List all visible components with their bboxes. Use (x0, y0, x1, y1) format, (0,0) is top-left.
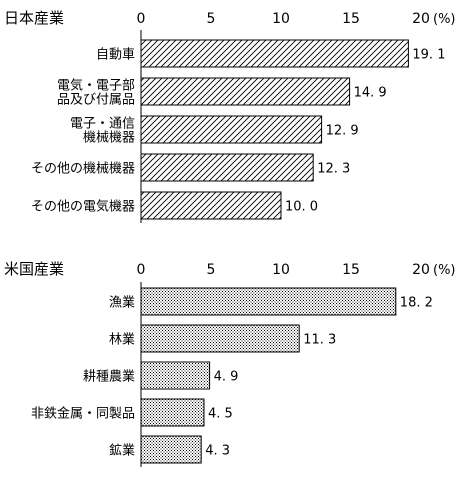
japan-tick-label-5: 5 (207, 11, 216, 27)
us-tick-label-5: 5 (207, 262, 216, 278)
japan-value-label-2: 14. 9 (354, 86, 387, 101)
us-category-label-1: 漁業 (109, 295, 135, 311)
us-bar-5 (140, 435, 202, 464)
japan-chart-title: 日本産業 (4, 9, 64, 27)
japan-bar-5 (140, 191, 282, 220)
us-unit-label: (%) (433, 263, 456, 278)
japan-tick-label-0: 0 (137, 11, 146, 27)
japan-bar-4 (140, 153, 314, 182)
us-bar-1 (140, 287, 397, 316)
japan-category-label-2-line-1: 電気・電子部 (57, 78, 135, 94)
japan-category-label-2-line-2: 品及び付属品 (57, 93, 135, 108)
us-value-label-5: 4. 3 (205, 444, 230, 459)
japan-unit-label: (%) (433, 12, 456, 27)
japan-category-label-5: その他の電気機器 (31, 199, 135, 215)
us-category-label-5: 鉱業 (109, 443, 135, 459)
japan-category-label-3-line-2: 機械機器 (83, 131, 135, 146)
japan-tick-label-20: 20 (412, 11, 430, 27)
japan-value-label-4: 12. 3 (317, 162, 350, 177)
japan-bar-2 (140, 77, 351, 106)
japan-category-label-1: 自動車 (96, 48, 135, 63)
japan-value-label-3: 12. 9 (326, 124, 359, 139)
japan-category-label-3-line-1: 電子・通信 (70, 117, 135, 132)
us-tick-label-20: 20 (412, 262, 430, 278)
us-value-label-1: 18. 2 (400, 296, 433, 311)
us-tick-label-0: 0 (137, 262, 146, 278)
us-bar-4 (140, 398, 205, 427)
us-bar-2 (140, 324, 300, 353)
us-chart-title: 米国産業 (4, 260, 64, 278)
us-category-label-3: 耕種農業 (83, 369, 135, 385)
japan-value-label-1: 19. 1 (412, 48, 445, 63)
us-tick-label-15: 15 (342, 262, 360, 278)
us-value-label-2: 11. 3 (303, 333, 336, 348)
us-bar-3 (140, 361, 211, 390)
japan-value-label-5: 10. 0 (285, 200, 318, 215)
us-category-label-4: 非鉄金属・同製品 (31, 406, 135, 422)
us-tick-label-10: 10 (272, 262, 290, 278)
japan-bar-3 (140, 115, 323, 144)
us-value-label-4: 4. 5 (208, 407, 233, 422)
japan-bar-1 (140, 39, 409, 68)
us-category-label-2: 林業 (109, 332, 135, 348)
japan-tick-label-15: 15 (342, 11, 360, 27)
us-value-label-3: 4. 9 (214, 370, 239, 385)
japan-category-label-4: その他の機械機器 (31, 162, 135, 177)
japan-tick-label-10: 10 (272, 11, 290, 27)
